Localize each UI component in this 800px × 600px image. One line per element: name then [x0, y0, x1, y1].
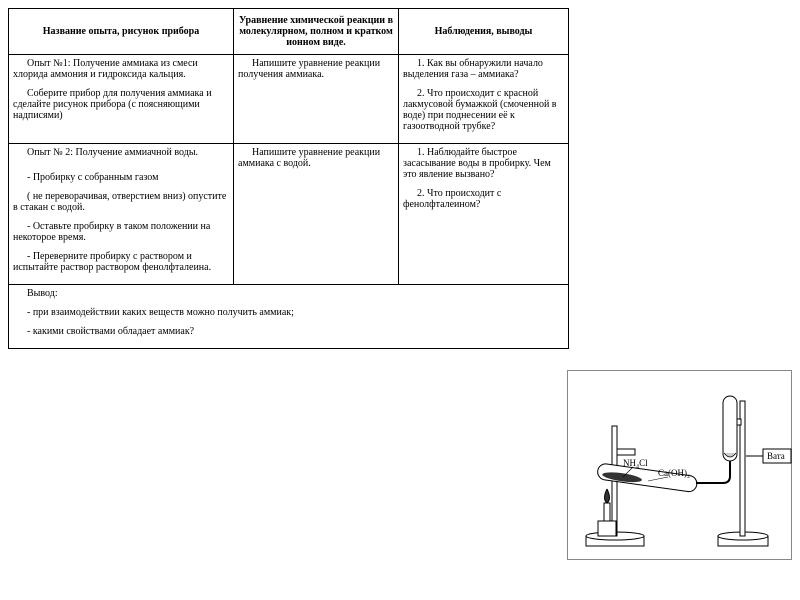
exp2-observations: 1. Наблюдайте быстрое засасывание воды в…	[399, 144, 569, 285]
experiment-1-row: Опыт №1: Получение аммиака из смеси хлор…	[9, 55, 569, 144]
header-col1: Название опыта, рисунок прибора	[9, 9, 234, 55]
exp2-eq-text: Напишите уравнение реакции аммиака с вод…	[238, 147, 394, 169]
conclusion-title: Вывод:	[13, 288, 564, 299]
conclusion-q2: - какими свойствами обладает аммиак?	[13, 326, 564, 337]
collection-tube	[723, 396, 737, 461]
exp1-observations: 1. Как вы обнаружили начало выделения га…	[399, 55, 569, 144]
burner-base	[598, 521, 616, 536]
exp2-step3: - Переверните пробирку с раствором и исп…	[13, 251, 229, 273]
label-caoh2: Ca(OH)₂	[658, 468, 690, 478]
exp1-description: Опыт №1: Получение аммиака из смеси хлор…	[9, 55, 234, 144]
exp2-obs2: 2. Что происходит с фенолфталеином?	[403, 188, 564, 210]
conclusion-cell: Вывод: - при взаимодействии каких вещест…	[9, 285, 569, 349]
apparatus-diagram: NH₄Cl Ca(OH)₂ Вата	[567, 370, 792, 560]
apparatus-svg: NH₄Cl Ca(OH)₂ Вата	[568, 371, 793, 561]
label-nh4cl: NH₄Cl	[623, 458, 648, 468]
header-col2: Уравнение химической реакции в молекуляр…	[234, 9, 399, 55]
exp1-instruction: Соберите прибор для получения аммиака и …	[13, 88, 229, 121]
conclusion-q1: - при взаимодействии каких веществ можно…	[13, 307, 564, 318]
exp2-obs1: 1. Наблюдайте быстрое засасывание воды в…	[403, 147, 564, 180]
burner-neck	[604, 503, 610, 521]
table-header-row: Название опыта, рисунок прибора Уравнени…	[9, 9, 569, 55]
clamp-left	[617, 449, 635, 455]
exp2-step1b: ( не переворачивая, отверстием вниз) опу…	[13, 191, 229, 213]
exp1-equation: Напишите уравнение реакции получения амм…	[234, 55, 399, 144]
experiments-table: Название опыта, рисунок прибора Уравнени…	[8, 8, 569, 349]
exp2-step1: - Пробирку с собранным газом	[13, 172, 229, 183]
header-col3: Наблюдения, выводы	[399, 9, 569, 55]
conclusion-row: Вывод: - при взаимодействии каких вещест…	[9, 285, 569, 349]
label-vata: Вата	[767, 451, 785, 461]
exp2-step2: - Оставьте пробирку в таком положении на…	[13, 221, 229, 243]
exp1-obs1: 1. Как вы обнаружили начало выделения га…	[403, 58, 564, 80]
exp1-title: Опыт №1: Получение аммиака из смеси хлор…	[13, 58, 229, 80]
exp1-obs2: 2. Что происходит с красной лакмусовой б…	[403, 88, 564, 132]
experiment-2-row: Опыт № 2: Получение аммиачной воды. - Пр…	[9, 144, 569, 285]
exp2-equation: Напишите уравнение реакции аммиака с вод…	[234, 144, 399, 285]
flame-icon	[605, 489, 610, 503]
exp1-eq-text: Напишите уравнение реакции получения амм…	[238, 58, 394, 80]
exp2-description: Опыт № 2: Получение аммиачной воды. - Пр…	[9, 144, 234, 285]
exp2-title: Опыт № 2: Получение аммиачной воды.	[13, 147, 229, 158]
